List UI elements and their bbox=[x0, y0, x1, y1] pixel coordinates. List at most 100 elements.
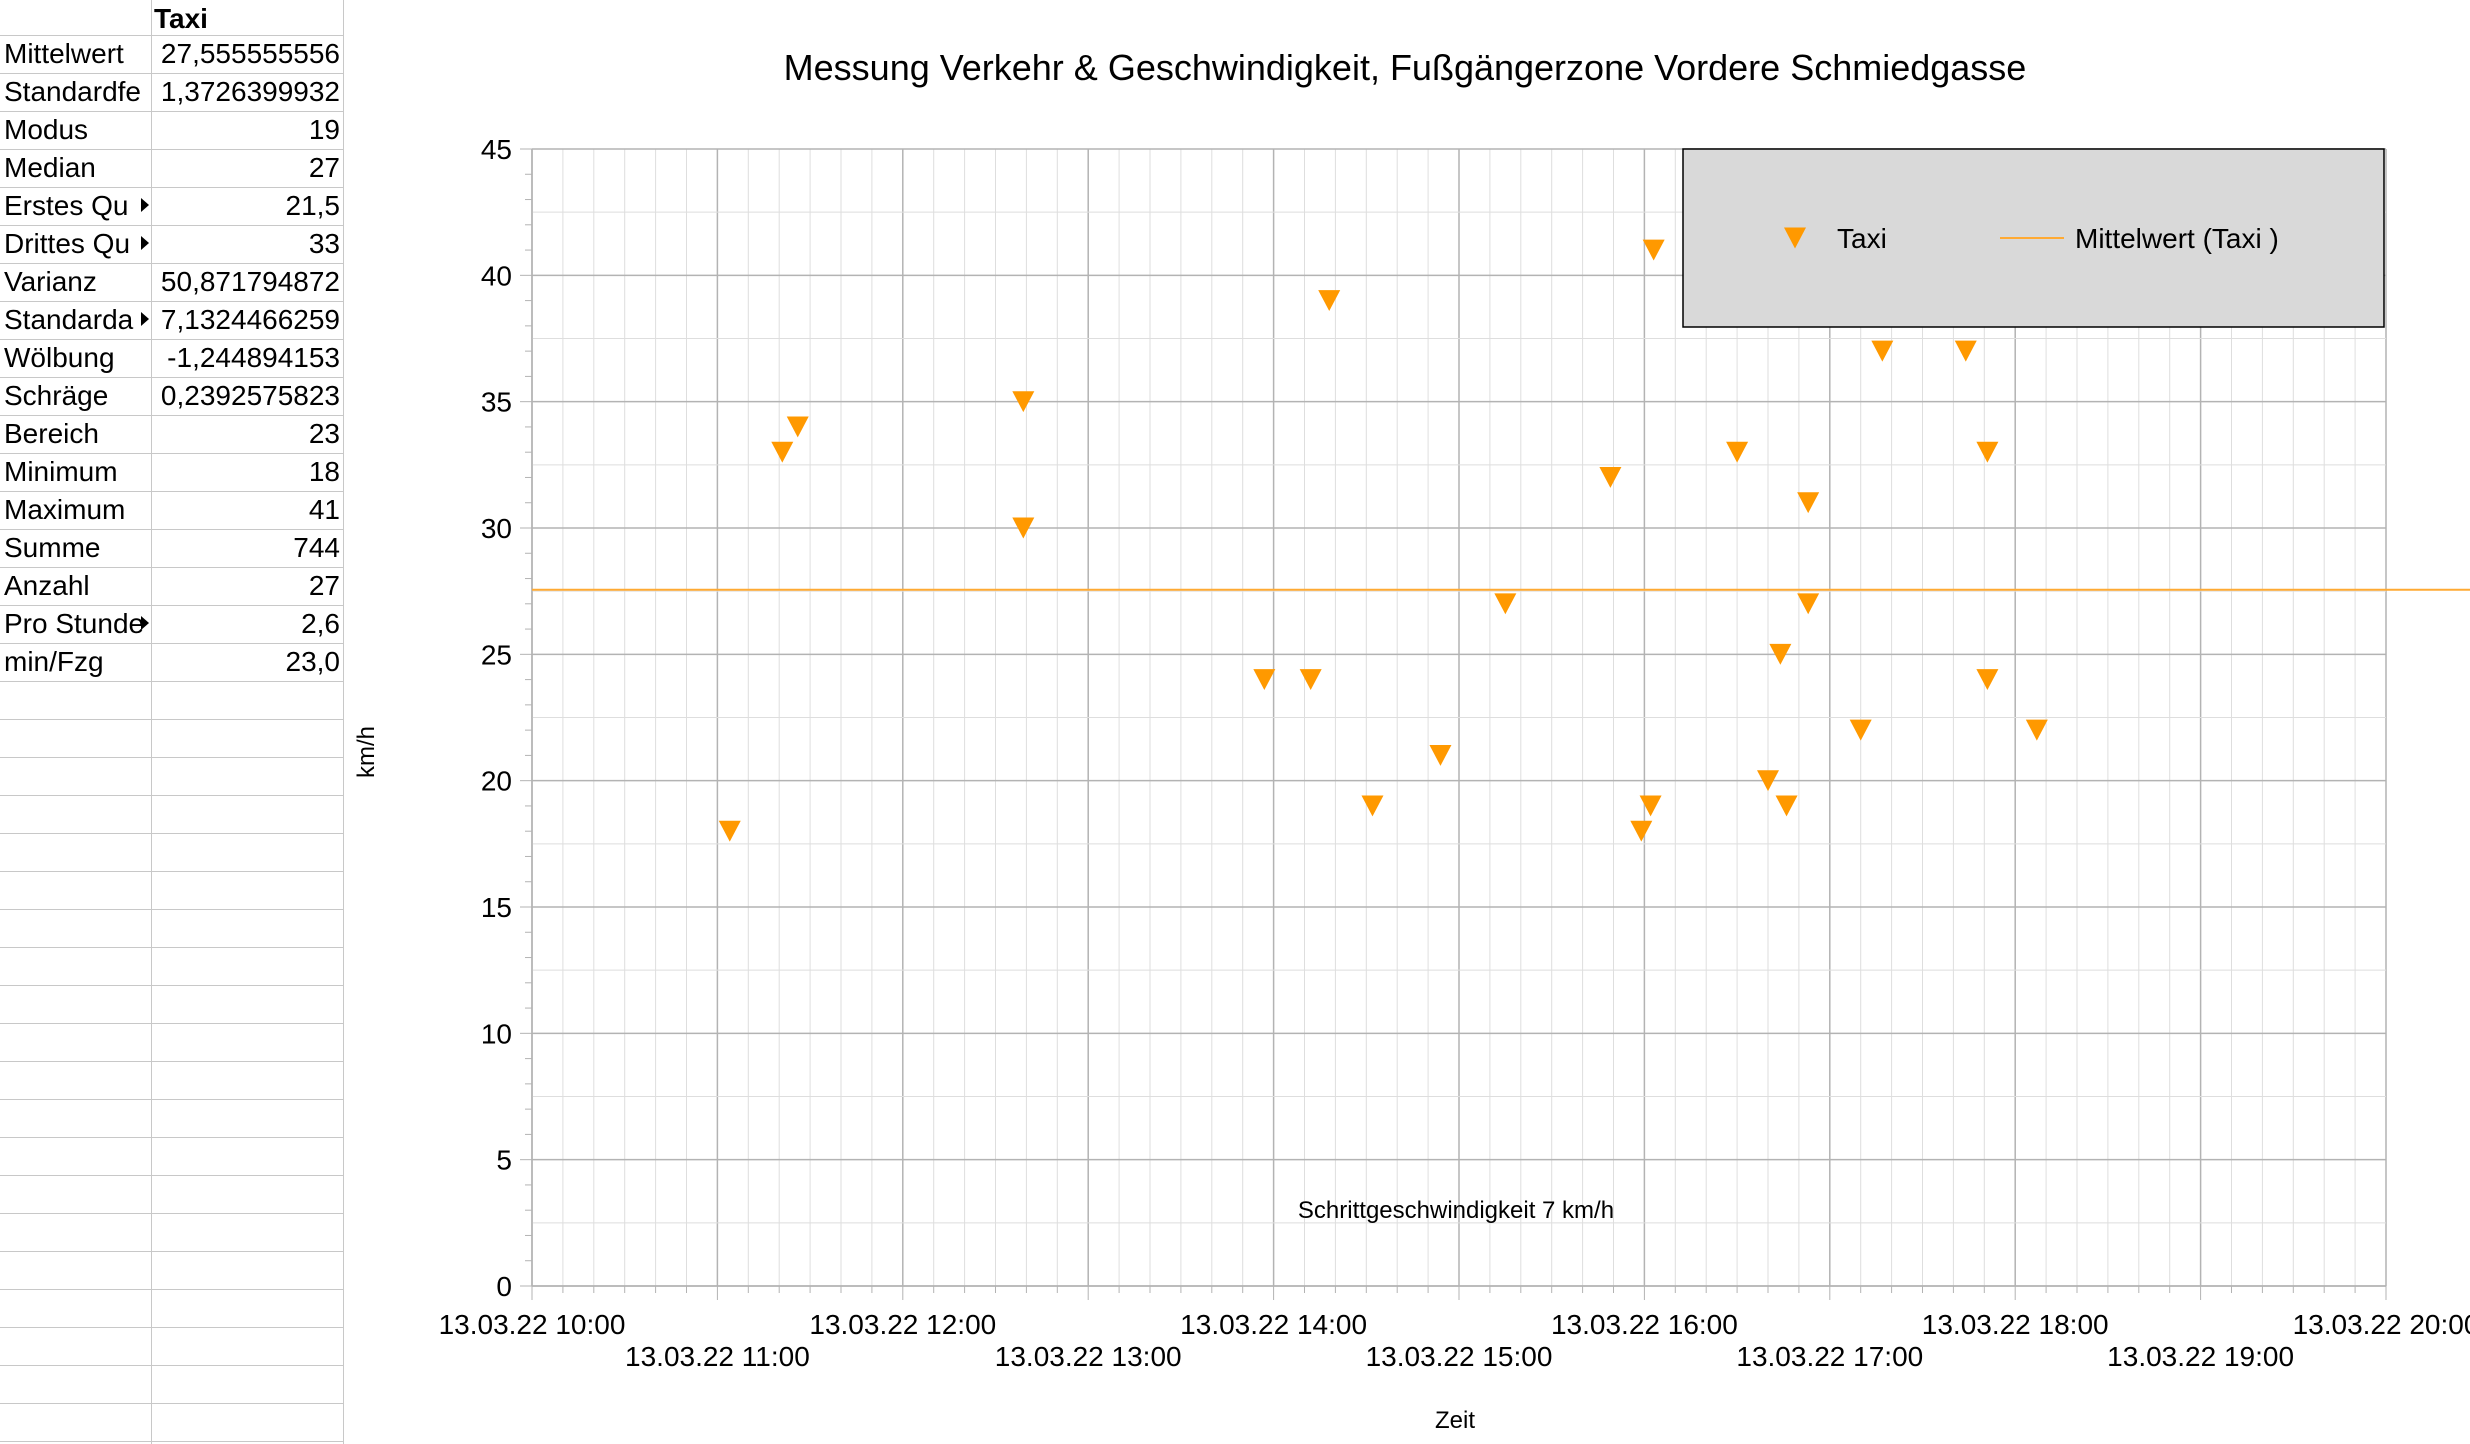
data-point bbox=[1642, 239, 1665, 261]
y-axis-label: km/h bbox=[353, 726, 380, 778]
x-tick-label: 13.03.22 20:00 bbox=[2293, 1309, 2470, 1340]
text-overflow-icon bbox=[141, 236, 149, 250]
stat-value[interactable]: 27 bbox=[308, 570, 340, 601]
stat-label[interactable]: Drittes Qu bbox=[4, 228, 131, 259]
y-tick-label: 40 bbox=[481, 260, 512, 291]
y-tick-label: 10 bbox=[481, 1018, 512, 1049]
data-point bbox=[1494, 593, 1517, 615]
legend: Taxi Mittelwert (Taxi ) bbox=[1682, 148, 2385, 328]
data-point bbox=[1976, 441, 1999, 463]
y-tick-label: 45 bbox=[481, 134, 512, 165]
text-overflow-icon bbox=[141, 616, 149, 630]
data-point bbox=[1318, 290, 1341, 312]
stat-value[interactable]: 744 bbox=[293, 532, 340, 563]
x-tick-label: 13.03.22 17:00 bbox=[1736, 1341, 1923, 1372]
stat-label[interactable]: Summe bbox=[4, 532, 101, 563]
data-point bbox=[1871, 340, 1894, 362]
stat-label[interactable]: Standarda bbox=[4, 304, 134, 335]
stat-value[interactable]: -1,244894153 bbox=[167, 342, 340, 373]
data-point bbox=[2025, 719, 2048, 741]
stat-value[interactable]: 27,555555556 bbox=[160, 38, 340, 69]
stat-value[interactable]: 50,871794872 bbox=[160, 266, 340, 297]
stat-label[interactable]: Minimum bbox=[4, 456, 118, 487]
data-point bbox=[718, 820, 741, 842]
stat-value[interactable]: 27 bbox=[308, 152, 340, 183]
stat-label[interactable]: Maximum bbox=[4, 494, 126, 525]
x-tick-label: 13.03.22 14:00 bbox=[1180, 1309, 1367, 1340]
data-point bbox=[1299, 669, 1322, 691]
y-tick-label: 20 bbox=[481, 766, 512, 797]
data-point bbox=[1599, 467, 1622, 488]
stat-label[interactable]: Modus bbox=[4, 114, 89, 145]
text-overflow-icon bbox=[141, 198, 149, 212]
stat-label[interactable]: Mittelwert bbox=[4, 38, 124, 69]
stat-label[interactable]: Erstes Qu bbox=[4, 190, 129, 221]
stat-label[interactable]: Standardfe bbox=[4, 76, 141, 107]
x-tick-label: 13.03.22 13:00 bbox=[995, 1341, 1182, 1372]
x-tick-label: 13.03.22 11:00 bbox=[625, 1341, 810, 1372]
spreadsheet-panel: Taxi Mittelwert 27,555555556 Standardfe 1,3… bbox=[0, 0, 344, 1444]
x-axis-label: Zeit bbox=[1435, 1407, 1475, 1434]
x-tick-label: 13.03.22 12:00 bbox=[809, 1309, 996, 1340]
stat-value[interactable]: 2,6 bbox=[301, 608, 340, 639]
x-tick-label: 13.03.22 10:00 bbox=[439, 1309, 626, 1340]
legend-mean-label: Mittelwert (Taxi ) bbox=[2075, 223, 2279, 254]
data-point bbox=[1757, 770, 1779, 792]
stat-label[interactable]: Varianz bbox=[4, 266, 97, 297]
y-tick-label: 5 bbox=[496, 1145, 512, 1176]
y-tick-label: 35 bbox=[481, 387, 512, 418]
data-point bbox=[1012, 517, 1035, 539]
x-tick-label: 13.03.22 15:00 bbox=[1366, 1341, 1553, 1372]
stat-value[interactable]: 19 bbox=[308, 114, 340, 145]
stat-label[interactable]: Wölbung bbox=[4, 342, 115, 373]
stat-value[interactable]: 23 bbox=[308, 418, 340, 449]
stat-label[interactable]: Bereich bbox=[4, 418, 99, 449]
stat-value[interactable]: 18 bbox=[308, 456, 340, 487]
x-tick-label: 13.03.22 18:00 bbox=[1922, 1309, 2109, 1340]
chart-title: Messung Verkehr & Geschwindigkeit, Fußgä… bbox=[784, 47, 2027, 88]
legend-taxi-label: Taxi bbox=[1837, 223, 1887, 254]
data-point bbox=[1726, 441, 1749, 463]
grid bbox=[531, 148, 2387, 1287]
stat-value[interactable]: 23,0 bbox=[285, 646, 341, 677]
data-point bbox=[1976, 669, 1999, 691]
legend-taxi-marker bbox=[1784, 227, 1806, 249]
stat-value[interactable]: 1,3726399932 bbox=[160, 76, 340, 107]
stat-label[interactable]: Median bbox=[4, 152, 96, 183]
y-tick-label: 25 bbox=[481, 639, 512, 670]
stat-value[interactable]: 33 bbox=[308, 228, 340, 259]
column-header-taxi[interactable]: Taxi bbox=[154, 3, 208, 34]
data-point bbox=[1797, 492, 1820, 514]
stat-label[interactable]: Pro Stunde bbox=[4, 608, 145, 639]
sheet-grid bbox=[0, 0, 344, 1444]
data-point bbox=[1954, 340, 1977, 362]
stat-value[interactable]: 41 bbox=[308, 494, 340, 525]
annotation-label: Schrittgeschwindigkeit 7 km/h bbox=[1298, 1197, 1614, 1224]
x-tick-label: 13.03.22 19:00 bbox=[2107, 1341, 2294, 1372]
stat-label[interactable]: Schräge bbox=[4, 380, 109, 411]
taxi-series bbox=[718, 239, 2048, 842]
data-point bbox=[1769, 643, 1792, 665]
data-point bbox=[1849, 719, 1872, 741]
data-point bbox=[771, 441, 794, 463]
data-point bbox=[1775, 795, 1798, 817]
stat-value[interactable]: 21,5 bbox=[285, 190, 341, 221]
data-point bbox=[786, 416, 809, 438]
stat-label[interactable]: min/Fzg bbox=[4, 646, 104, 677]
data-point bbox=[1797, 593, 1820, 615]
x-tick-label: 13.03.22 16:00 bbox=[1551, 1309, 1738, 1340]
data-point bbox=[1630, 820, 1653, 842]
data-point bbox=[1361, 795, 1384, 817]
data-point bbox=[1639, 795, 1662, 817]
stat-value[interactable]: 7,1324466259 bbox=[160, 304, 340, 335]
y-tick-label: 30 bbox=[481, 513, 512, 544]
chart-area[interactable]: 0 5 10 15 20 25 30 35 40 45 13.03.22 10:00 13.03.22… bbox=[344, 0, 2470, 1444]
data-point bbox=[1012, 391, 1035, 413]
stat-label[interactable]: Anzahl bbox=[4, 570, 90, 601]
stat-value[interactable]: 0,2392575823 bbox=[160, 380, 340, 411]
y-tick-label: 15 bbox=[481, 892, 512, 923]
y-tick-label: 0 bbox=[496, 1271, 512, 1302]
data-point bbox=[1429, 744, 1452, 766]
text-overflow-icon bbox=[141, 312, 149, 326]
